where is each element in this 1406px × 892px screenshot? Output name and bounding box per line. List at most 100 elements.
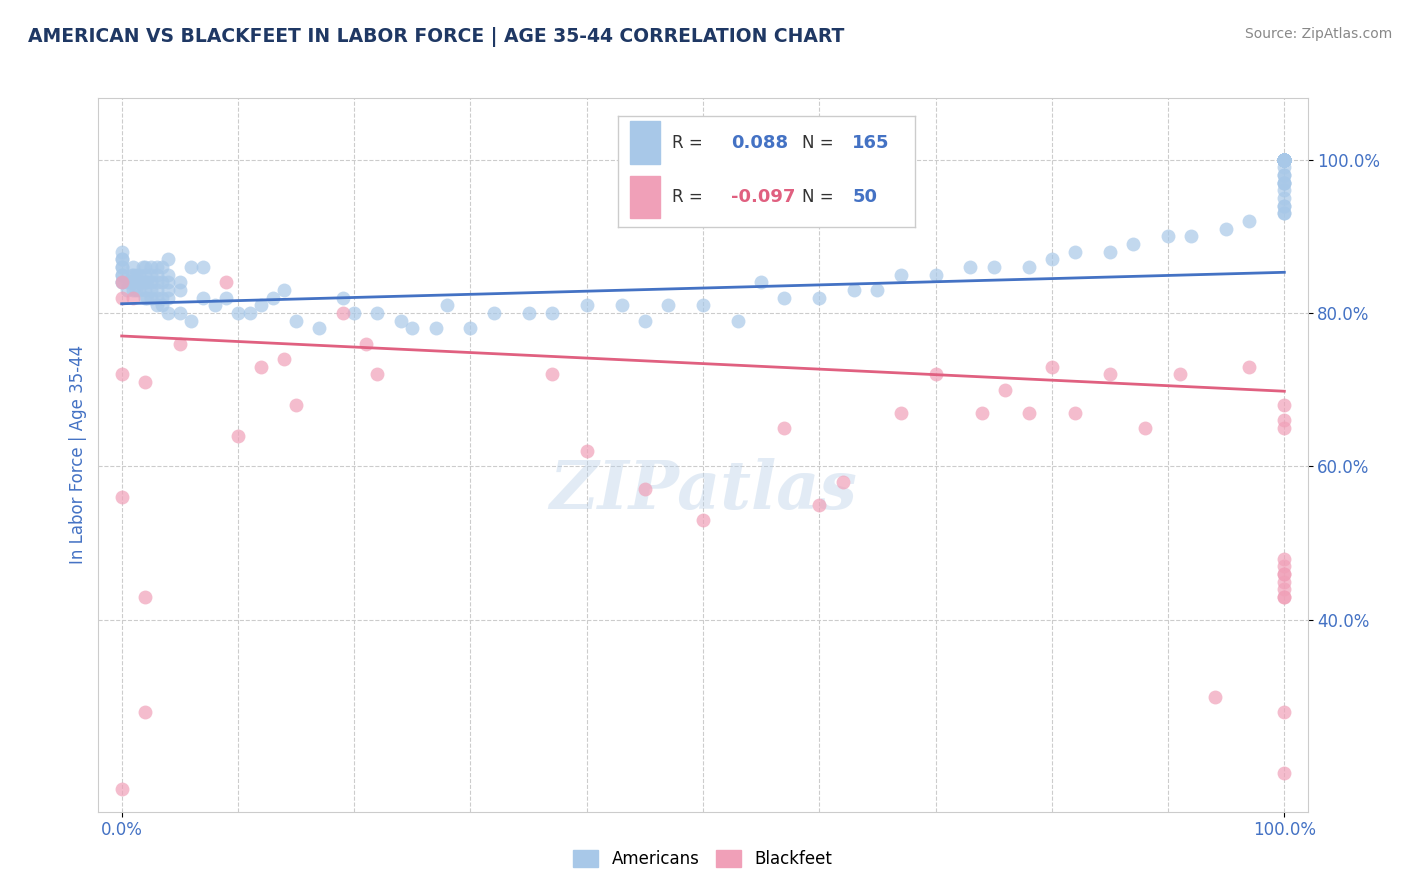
Point (1272, 153, 1295, 167)
Point (1064, 406, 1087, 420)
Point (111, 275, 134, 289)
Point (134, 260, 156, 274)
Point (204, 298, 226, 312)
Point (157, 275, 180, 289)
Point (117, 283, 139, 297)
Point (959, 260, 981, 274)
Point (1040, 252, 1063, 267)
Point (517, 306, 540, 320)
Text: 50: 50 (852, 187, 877, 206)
Point (354, 336, 377, 351)
Point (1272, 153, 1295, 167)
Point (1272, 153, 1295, 167)
Point (460, 321, 482, 335)
Point (1098, 244, 1121, 259)
Text: Source: ZipAtlas.com: Source: ZipAtlas.com (1244, 27, 1392, 41)
Point (1133, 421, 1156, 435)
Point (120, 275, 142, 289)
Point (150, 298, 173, 312)
Point (124, 283, 146, 297)
Point (831, 475, 853, 489)
Point (1204, 690, 1226, 704)
Point (1272, 191, 1295, 205)
Point (1272, 153, 1295, 167)
Point (1157, 229, 1180, 244)
Point (145, 260, 167, 274)
Point (157, 252, 180, 267)
Point (215, 291, 238, 305)
Point (425, 321, 447, 335)
Text: R =: R = (672, 134, 703, 152)
Point (1272, 153, 1295, 167)
Point (157, 268, 180, 282)
Point (111, 268, 134, 282)
Point (111, 368, 134, 382)
Point (1272, 206, 1295, 220)
Point (285, 398, 308, 412)
Point (540, 306, 562, 320)
Point (111, 268, 134, 282)
Point (121, 268, 143, 282)
Point (1272, 590, 1295, 604)
Point (1272, 153, 1295, 167)
Point (134, 705, 156, 719)
Point (139, 260, 162, 274)
Point (145, 291, 167, 305)
Point (924, 268, 946, 282)
Point (692, 298, 714, 312)
Point (1215, 221, 1237, 235)
Point (134, 283, 156, 297)
Point (118, 275, 141, 289)
Y-axis label: In Labor Force | Age 35-44: In Labor Force | Age 35-44 (69, 345, 87, 565)
Point (1272, 766, 1295, 780)
Point (128, 275, 150, 289)
Point (1272, 153, 1295, 167)
Point (1272, 176, 1295, 190)
Point (169, 306, 191, 320)
Point (1272, 153, 1295, 167)
Point (1272, 153, 1295, 167)
Point (1272, 153, 1295, 167)
Point (145, 283, 167, 297)
Point (139, 275, 162, 289)
Text: N =: N = (801, 187, 834, 206)
Point (890, 268, 912, 282)
Point (139, 291, 162, 305)
Text: N =: N = (801, 134, 834, 152)
Point (1272, 566, 1295, 581)
Point (1272, 153, 1295, 167)
Point (150, 291, 173, 305)
Point (111, 275, 134, 289)
Point (1272, 153, 1295, 167)
Point (134, 590, 156, 604)
Point (1272, 183, 1295, 197)
Point (540, 368, 562, 382)
Text: R =: R = (672, 187, 703, 206)
Point (1272, 153, 1295, 167)
Point (808, 498, 831, 512)
Point (124, 268, 146, 282)
Point (1272, 153, 1295, 167)
Point (150, 275, 173, 289)
Point (1272, 153, 1295, 167)
Point (145, 268, 167, 282)
Point (1272, 153, 1295, 167)
Point (436, 298, 458, 312)
Point (1272, 153, 1295, 167)
Point (1239, 359, 1261, 374)
Point (111, 260, 134, 274)
Point (1272, 153, 1295, 167)
Text: -0.097: -0.097 (731, 187, 796, 206)
Point (1272, 153, 1295, 167)
Point (1272, 153, 1295, 167)
Point (1272, 153, 1295, 167)
Point (273, 351, 295, 366)
Point (332, 291, 354, 305)
Point (1272, 176, 1295, 190)
Point (134, 275, 156, 289)
Point (157, 291, 180, 305)
Point (1272, 153, 1295, 167)
Point (1018, 260, 1040, 274)
Point (157, 283, 180, 297)
Point (180, 313, 202, 327)
